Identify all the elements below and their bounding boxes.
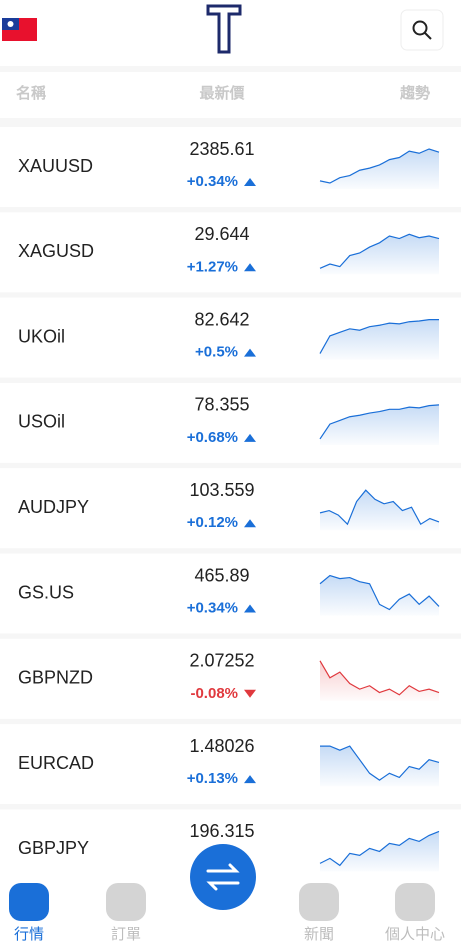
change-arrow [244,604,256,613]
change: +0.5% [195,344,238,361]
price: 2385.61 [189,139,254,159]
nav-label: 新聞 [304,926,334,943]
symbol: GBPJPY [18,838,89,858]
change: -0.08% [190,685,238,702]
trend-line [320,745,440,781]
change-arrow [244,775,256,784]
trend-line [319,148,440,184]
row[interactable]: XAGUSD 29.644 +1.27% [0,212,461,293]
change: +0.12% [187,514,238,531]
trend-line [319,319,439,354]
symbol: XAGUSD [18,241,94,261]
row[interactable]: UKOil 82.642 +0.5% [0,297,461,378]
change-arrow [244,348,256,357]
nav-icon [395,883,435,921]
symbol: USOil [18,412,65,432]
symbol: AUDJPY [18,497,89,517]
price: 29.644 [194,224,249,244]
change-arrow [244,519,256,528]
trend-line [319,830,440,867]
nav-item[interactable]: 新聞 [299,883,339,943]
change-arrow [244,689,256,698]
flag[interactable] [2,18,37,41]
flag-sun [7,21,14,27]
symbol: XAUUSD [18,156,93,176]
trend-area [320,746,439,787]
column-label: 名稱 [16,84,46,102]
nav-icon [299,883,339,921]
trend-area [320,234,439,275]
symbol: UKOil [18,326,65,346]
change-arrow [244,263,256,272]
column-label: 最新價 [199,84,245,102]
symbol: GBPNZD [18,668,93,688]
search-button[interactable] [400,9,444,51]
change: +0.34% [187,173,238,190]
trend-area [320,575,439,616]
change: +0.68% [187,429,238,446]
symbol: GS.US [18,582,74,602]
change: +0.13% [187,770,238,787]
logo [206,4,242,54]
trend-line [319,574,440,611]
price: 103.559 [189,480,254,500]
row-card [0,638,461,719]
row[interactable]: XAUUSD 2385.61 +0.34% [0,127,461,207]
nav-label: 訂單 [111,926,141,943]
trend-area [320,149,439,189]
change: +1.27% [187,258,238,275]
trend-area [320,490,439,531]
change-arrow [244,178,256,186]
trend-line [319,233,440,269]
trend-area [320,660,439,701]
trend-line [319,489,440,526]
price: 82.642 [194,309,249,329]
nav-label: 個人中心 [385,926,445,943]
row[interactable]: EURCAD 1.48026 +0.13% [0,724,461,805]
column-label: 趨勢 [399,84,430,102]
price: 2.07252 [189,651,254,671]
row[interactable]: GBPNZD 2.07252 -0.08% [0,638,461,719]
swap-icon [206,863,240,891]
price: 196.315 [189,821,254,841]
row[interactable]: AUDJPY 103.559 +0.12% [0,468,461,549]
price: 1.48026 [189,736,254,756]
trend-line [319,404,440,440]
row-card [0,724,461,805]
change-arrow [244,433,256,442]
trend-area [320,404,439,445]
trend-area [320,319,439,360]
price: 465.89 [194,565,249,585]
search-icon-handle [424,32,432,40]
nav-label: 行情 [14,926,44,943]
swap-button[interactable] [190,844,256,910]
nav-item[interactable]: 行情 [9,883,49,943]
price: 78.355 [194,395,249,415]
column-header [0,72,461,118]
symbol: EURCAD [18,753,94,773]
trend-line [319,660,440,696]
nav-item[interactable]: 個人中心 [385,883,445,943]
nav-icon [106,883,146,921]
row-card [0,553,461,634]
row[interactable]: USOil 78.355 +0.68% [0,382,461,463]
search-icon [412,20,428,36]
nav-icon [9,883,49,921]
change: +0.34% [187,599,238,616]
nav-item[interactable]: 訂單 [106,883,146,943]
row[interactable]: GS.US 465.89 +0.34% [0,553,461,634]
